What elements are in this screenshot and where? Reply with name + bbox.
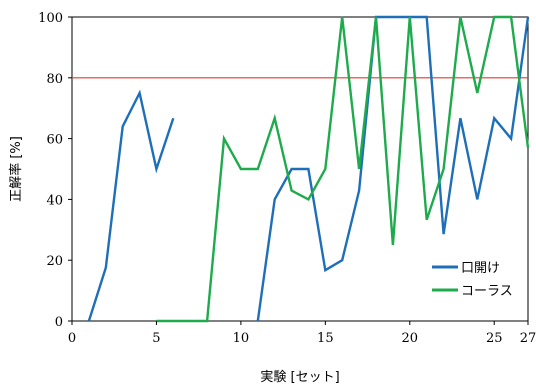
legend-label-mouth-open: 口開け <box>461 261 500 276</box>
y-axis-ticks: 0 20 40 60 80 100 <box>38 11 72 330</box>
plot-area <box>71 16 529 322</box>
x-tick-label: 0 <box>68 331 76 346</box>
plot-border <box>71 16 529 322</box>
series-line-0-segment-0 <box>87 89 175 322</box>
x-tick-label: 15 <box>317 331 334 346</box>
series-layer <box>87 15 530 323</box>
y-tick-label: 60 <box>46 133 63 148</box>
x-tick-label: 25 <box>486 331 503 346</box>
x-axis-title: 実験 [セット] <box>260 369 339 385</box>
y-tick-label: 100 <box>38 11 63 26</box>
y-tick-label: 40 <box>46 193 63 208</box>
y-axis-title: 正解率 [%] <box>8 136 24 202</box>
x-tick-label: 27 <box>520 331 536 346</box>
y-tick-label: 20 <box>46 254 63 269</box>
legend: 口開け コーラス <box>432 261 513 299</box>
y-tick-label: 0 <box>55 315 63 330</box>
y-tick-label: 80 <box>46 72 63 87</box>
x-axis-ticks: 0 5 10 15 20 25 27 <box>68 321 536 346</box>
x-tick-label: 20 <box>402 331 419 346</box>
legend-label-chorus: コーラス <box>461 284 513 299</box>
series-line-1-segment-0 <box>156 15 530 323</box>
x-tick-label: 10 <box>233 331 250 346</box>
x-tick-label: 5 <box>152 331 160 346</box>
series-line-0-segment-1 <box>256 15 530 322</box>
